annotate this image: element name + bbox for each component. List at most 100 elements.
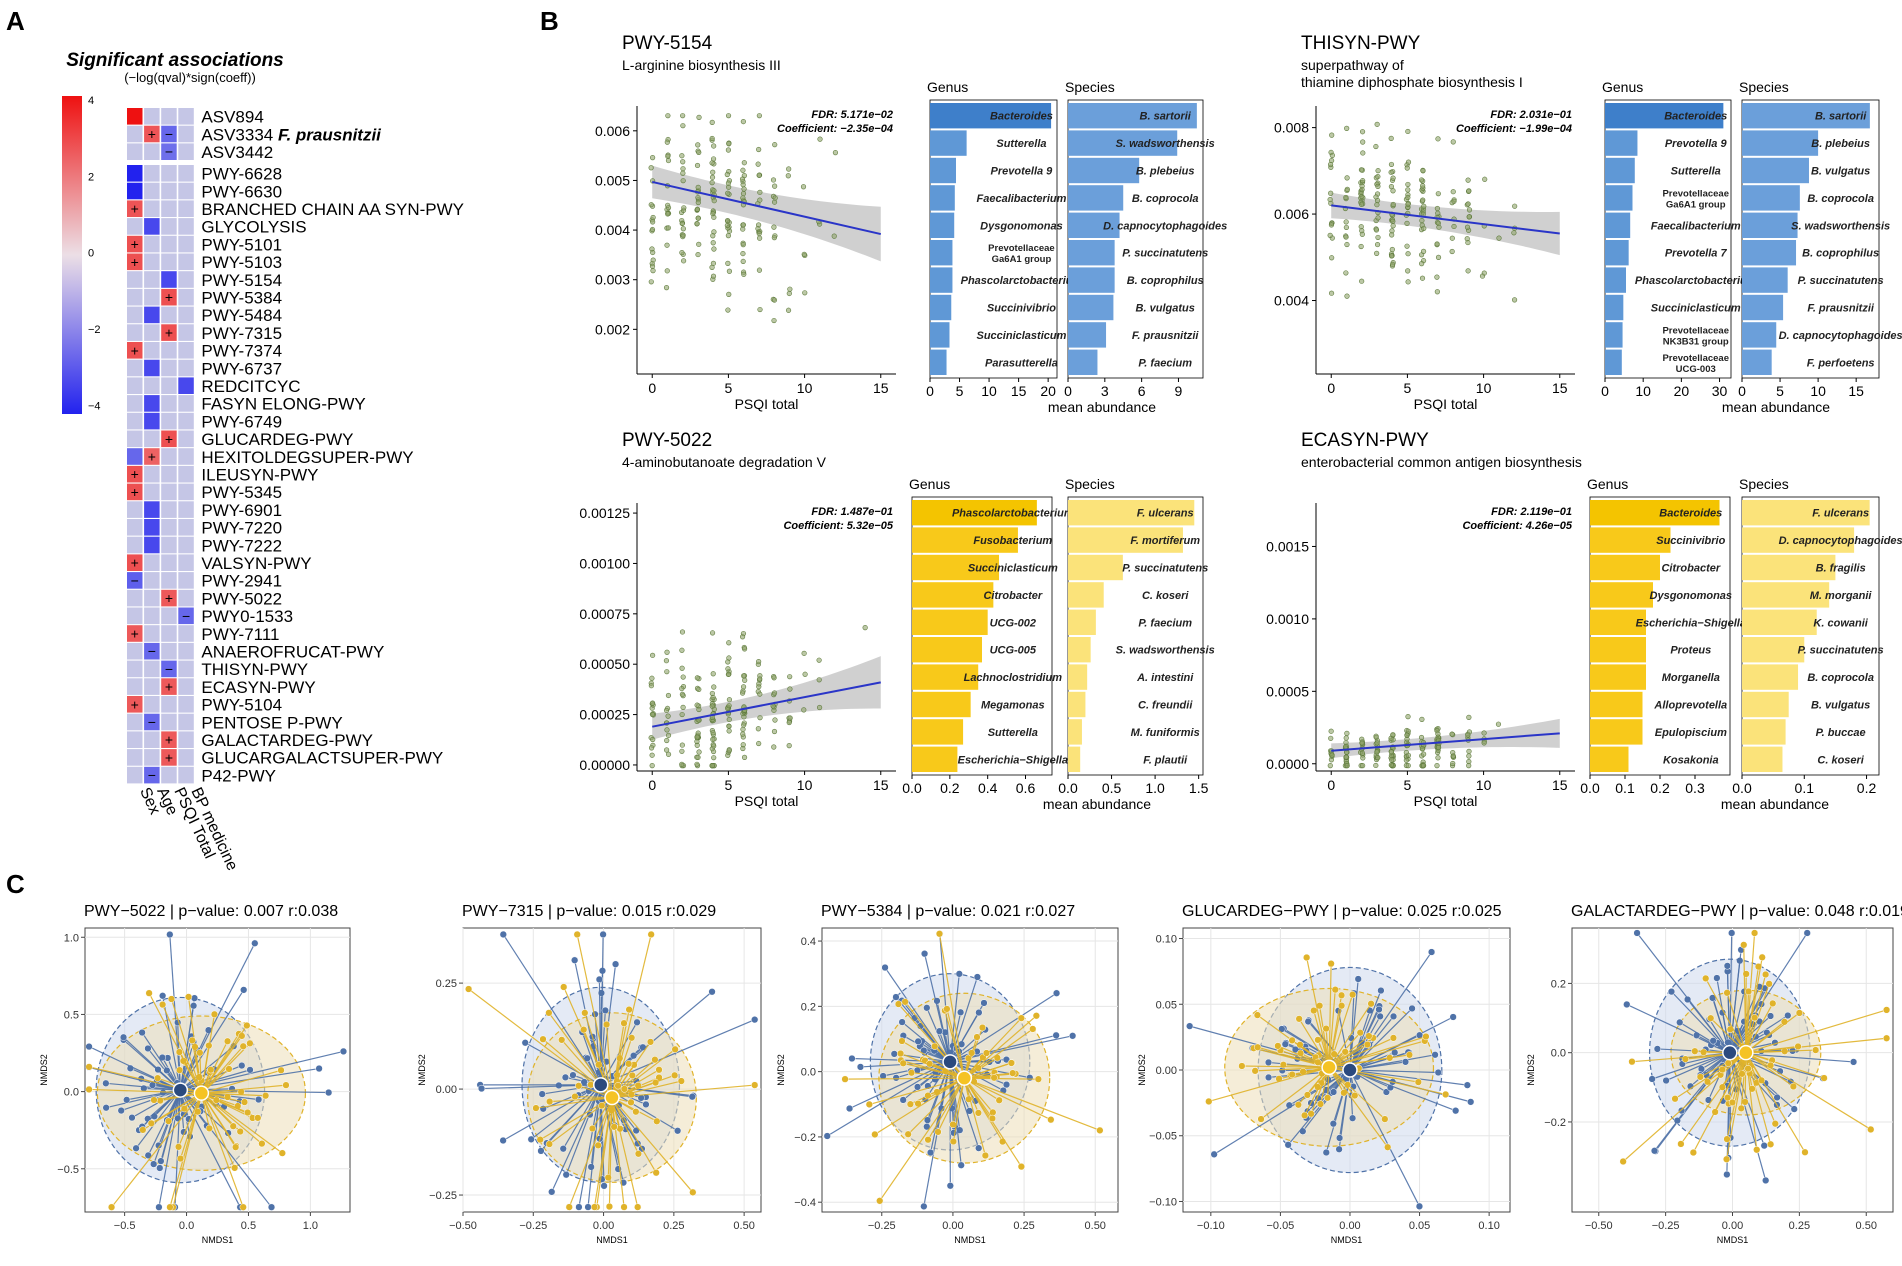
data-point [679, 711, 685, 718]
sample-point [627, 1098, 635, 1106]
sample-point [1002, 1080, 1011, 1089]
sample-point [1375, 1005, 1383, 1014]
sample-point [1296, 1041, 1304, 1049]
data-point [694, 221, 700, 227]
heatmap-cell [161, 395, 177, 412]
sample-point [156, 1164, 164, 1172]
sample-point [258, 1139, 266, 1148]
data-point [679, 153, 685, 159]
bar-label: Phascolarctobacterium [961, 275, 1083, 287]
spider-line [611, 1023, 625, 1098]
sample-point [1335, 1134, 1344, 1142]
data-point [770, 177, 777, 183]
heatmap-cell-sign: + [148, 126, 156, 142]
heatmap-cell [144, 713, 160, 731]
data-point [695, 251, 701, 258]
spider-line [611, 1097, 639, 1208]
sample-point [1304, 1017, 1312, 1026]
sample-point [974, 1109, 983, 1117]
heatmap-cell-sign: + [131, 236, 139, 252]
sample-point [1323, 1094, 1332, 1102]
spider-line [1745, 1052, 1794, 1087]
colorbar-tick-label: 4 [88, 95, 94, 107]
data-point [1374, 749, 1380, 755]
bar-label: P. faecium [1138, 617, 1192, 629]
data-point [1344, 763, 1350, 769]
sample-point [926, 1148, 935, 1157]
heatmap-cell-sign: − [131, 572, 139, 588]
bar-label: Fusobacterium [973, 535, 1052, 547]
sample-point [184, 993, 193, 1001]
spider-line [964, 1072, 1013, 1079]
spider-line [1745, 1003, 1774, 1053]
heatmap-cell [127, 519, 143, 536]
data-point [1344, 186, 1350, 192]
sample-point [175, 1048, 184, 1056]
spider-line [1213, 1069, 1351, 1155]
heatmap-row-label: GALACTARDEG-PWY [201, 731, 373, 750]
data-point [1405, 187, 1411, 193]
spider-line [1349, 1016, 1395, 1071]
sample-point [499, 1136, 507, 1145]
spider-line [611, 1084, 755, 1099]
spider-line [170, 998, 202, 1094]
sample-point [1882, 1006, 1891, 1014]
bar-label: Succiniclasticum [968, 563, 1058, 575]
sample-point [1677, 1140, 1685, 1148]
bar-label: P. faecium [1138, 357, 1192, 369]
sample-point [598, 1101, 606, 1110]
data-point [1328, 728, 1334, 734]
data-point [649, 226, 656, 233]
sample-point [1723, 962, 1732, 970]
heatmap-cell [161, 108, 177, 125]
spider-line [952, 1078, 965, 1142]
plot-subtitle: thiamine diphosphate biosynthesis I [1301, 74, 1523, 90]
spider-line [1328, 1037, 1394, 1068]
data-point [1358, 167, 1365, 173]
spider-line [162, 1004, 202, 1094]
sample-point [1741, 1098, 1749, 1106]
data-point [741, 271, 747, 277]
heatmap-cell [127, 713, 143, 731]
heatmap-cell [144, 218, 160, 235]
spider-line [1328, 1035, 1370, 1068]
data-point [1449, 248, 1455, 255]
sample-point [240, 986, 248, 994]
heatmap-row-label: GLUCARGALACTSUPER-PWY [201, 749, 443, 768]
data-point [831, 233, 837, 239]
heatmap-cell [144, 465, 160, 483]
bar-label: Escherichia−Shigella [958, 754, 1068, 766]
heatmap-row-label: REDCITCYC [201, 377, 300, 396]
spider-line [179, 1089, 229, 1134]
spider-line [201, 1084, 287, 1094]
sample-point [1303, 953, 1311, 962]
data-point [680, 178, 686, 184]
heatmap-cell [161, 306, 177, 324]
data-point [664, 669, 670, 675]
bar [1742, 240, 1797, 266]
data-point [1359, 278, 1365, 284]
data-point [741, 673, 747, 679]
data-point [694, 675, 700, 681]
heatmap-cell [178, 412, 194, 430]
heatmap-cell [161, 678, 177, 695]
sample-point [892, 1074, 900, 1082]
heatmap-row-label: ANAEROFRUCAT-PWY [201, 643, 384, 662]
heatmap-cell [161, 271, 177, 288]
data-point [1421, 751, 1427, 757]
data-point [1435, 220, 1441, 226]
data-point [1327, 161, 1334, 168]
spider-line [611, 1097, 694, 1193]
plot-fdr: FDR: 5.171e−02 [811, 109, 893, 121]
sample-point [671, 1071, 679, 1079]
spider-line [1729, 991, 1745, 1053]
sample-point [1713, 974, 1721, 982]
sample-point [1750, 1013, 1759, 1022]
sample-point [655, 1066, 663, 1074]
sample-point [823, 1132, 831, 1140]
sample-point [956, 1008, 965, 1016]
heatmap-row-label: PWY-7315 [201, 324, 282, 343]
sample-point [1310, 1006, 1318, 1015]
y-tick-label: −0.4 [794, 1197, 816, 1209]
spider-line [900, 1052, 965, 1079]
